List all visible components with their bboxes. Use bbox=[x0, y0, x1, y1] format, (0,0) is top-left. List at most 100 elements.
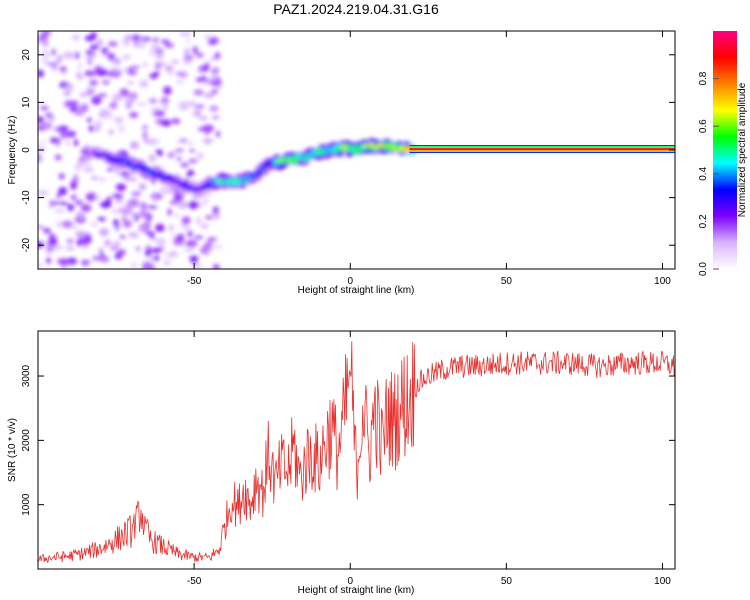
noise-blob bbox=[143, 62, 148, 67]
noise-blob bbox=[201, 201, 206, 207]
noise-blob bbox=[202, 138, 214, 144]
noise-blob bbox=[56, 192, 61, 199]
noise-blob bbox=[131, 177, 137, 182]
noise-blob bbox=[66, 238, 74, 244]
noise-blob bbox=[38, 190, 49, 195]
noise-blob bbox=[122, 54, 132, 60]
noise-blob bbox=[71, 179, 79, 183]
noise-blob bbox=[42, 50, 51, 60]
noise-blob bbox=[183, 247, 195, 252]
noise-blob bbox=[204, 128, 210, 136]
ridge-core bbox=[104, 153, 111, 158]
noise-blob bbox=[89, 79, 99, 86]
noise-blob bbox=[204, 62, 210, 72]
noise-blob bbox=[90, 176, 99, 180]
noise-blob bbox=[112, 93, 123, 102]
spectrogram-x-axis-label: Height of straight line (km) bbox=[298, 285, 415, 296]
y-tick-label: 2000 bbox=[21, 429, 32, 452]
noise-blob bbox=[40, 106, 49, 111]
noise-blob bbox=[152, 37, 160, 43]
noise-blob bbox=[108, 129, 114, 135]
noise-blob bbox=[203, 199, 209, 203]
noise-blob bbox=[38, 69, 44, 78]
noise-blob bbox=[174, 213, 179, 218]
noise-blob bbox=[85, 192, 98, 202]
noise-blob bbox=[188, 158, 198, 164]
noise-blob bbox=[114, 200, 125, 205]
noise-blob bbox=[38, 35, 48, 41]
noise-blob bbox=[163, 260, 171, 266]
x-tick-label: 100 bbox=[654, 576, 671, 587]
noise-blob bbox=[144, 230, 155, 236]
noise-blob bbox=[83, 166, 95, 173]
noise-blob bbox=[175, 79, 184, 85]
noise-blob bbox=[130, 210, 136, 220]
y-tick-label: -10 bbox=[21, 190, 32, 205]
noise-blob bbox=[100, 200, 112, 209]
noise-blob bbox=[155, 50, 164, 60]
noise-blob bbox=[90, 44, 100, 50]
noise-blob bbox=[101, 52, 108, 56]
noise-blob bbox=[104, 114, 115, 120]
noise-blob bbox=[149, 73, 158, 80]
noise-blob bbox=[49, 199, 54, 208]
spectrogram-x-ticks: -50 0 50 100 bbox=[187, 31, 671, 287]
noise-blob bbox=[88, 125, 95, 132]
noise-blob bbox=[186, 140, 194, 147]
colorbar-gradient bbox=[713, 31, 737, 269]
noise-blob bbox=[160, 119, 172, 127]
noise-blob bbox=[148, 256, 154, 262]
noise-blob bbox=[216, 130, 221, 138]
noise-blob bbox=[55, 154, 61, 162]
noise-blob bbox=[151, 248, 162, 254]
noise-blob bbox=[167, 152, 175, 159]
snr-x-axis-label: Height of straight line (km) bbox=[298, 585, 415, 596]
noise-blob bbox=[122, 37, 131, 47]
colorbar-tick-label: 0.2 bbox=[698, 214, 709, 228]
noise-blob bbox=[38, 262, 42, 268]
noise-blob bbox=[99, 177, 106, 182]
noise-blob bbox=[189, 148, 196, 153]
noise-blob bbox=[192, 46, 199, 55]
noise-blob bbox=[63, 51, 75, 59]
noise-blob bbox=[61, 220, 73, 229]
noise-blob bbox=[193, 104, 205, 108]
noise-blob bbox=[126, 69, 138, 76]
noise-blob bbox=[149, 51, 154, 56]
noise-blob bbox=[84, 70, 96, 77]
noise-blob bbox=[157, 240, 167, 247]
noise-blob bbox=[177, 201, 189, 209]
noise-blob bbox=[206, 249, 212, 253]
noise-blob bbox=[186, 173, 192, 177]
noise-blob bbox=[38, 143, 43, 147]
noise-blob bbox=[38, 241, 44, 248]
noise-blob bbox=[89, 222, 98, 227]
ridge-core bbox=[291, 158, 298, 164]
noise-blob bbox=[149, 263, 156, 269]
noise-blob bbox=[57, 258, 69, 265]
noise-blob bbox=[46, 62, 57, 66]
noise-blob bbox=[85, 49, 95, 55]
noise-blob bbox=[163, 86, 172, 96]
noise-blob bbox=[216, 85, 222, 90]
noise-blob bbox=[142, 132, 148, 142]
noise-blob bbox=[195, 53, 204, 58]
noise-blob bbox=[78, 92, 90, 98]
noise-blob bbox=[192, 264, 202, 268]
noise-blob bbox=[40, 31, 52, 36]
noise-blob bbox=[138, 210, 150, 219]
noise-blob bbox=[177, 71, 188, 78]
noise-blob bbox=[143, 37, 152, 42]
noise-blob bbox=[117, 207, 130, 213]
noise-blob bbox=[76, 75, 85, 80]
noise-blob bbox=[80, 204, 92, 212]
noise-blob bbox=[73, 174, 79, 181]
noise-blob bbox=[58, 187, 68, 196]
noise-blob bbox=[99, 228, 110, 237]
x-tick-label: -50 bbox=[187, 276, 202, 287]
noise-blob bbox=[65, 141, 71, 145]
noise-blob bbox=[106, 167, 115, 172]
figure-title: PAZ1.2024.219.04.31.G16 bbox=[273, 1, 439, 17]
x-tick-label: 100 bbox=[654, 276, 671, 287]
